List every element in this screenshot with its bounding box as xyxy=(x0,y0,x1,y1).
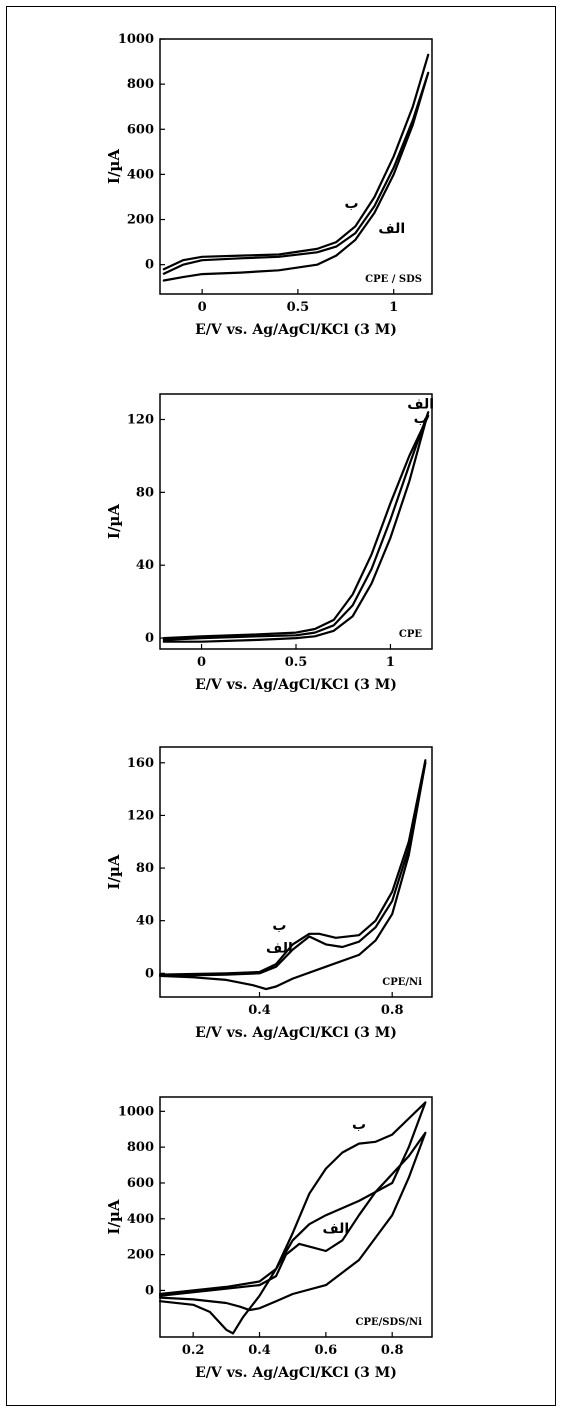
x-axis-label: E/V vs. Ag/AgCl/KCl (3 M) xyxy=(195,1025,397,1041)
y-tick-label: 0 xyxy=(145,1283,154,1298)
y-tick-label: 600 xyxy=(127,1176,154,1191)
x-tick-label: 0.6 xyxy=(315,1343,338,1358)
curve-annotation: الف xyxy=(266,940,293,956)
x-tick-label: 0 xyxy=(197,655,206,670)
y-tick-label: 1000 xyxy=(118,32,154,47)
y-tick-label: 200 xyxy=(127,213,154,228)
panel-label: CPE/Ni xyxy=(382,977,422,988)
y-tick-label: 80 xyxy=(136,861,154,876)
voltammogram-curve xyxy=(162,71,430,282)
x-tick-label: 1 xyxy=(386,655,395,670)
y-tick-label: 1000 xyxy=(118,1104,154,1119)
chart-panel-4: 0 200 400 600 800 1000 0.2 0.4 0.6 0.8 E/V vs. Ag/… xyxy=(105,1096,433,1381)
panel-label: CPE / SDS xyxy=(365,274,422,285)
y-tick-label: 40 xyxy=(136,914,154,929)
panel-label: CPE/SDS/Ni xyxy=(356,1317,423,1328)
plot-frame xyxy=(159,393,433,650)
plot-frame xyxy=(159,746,433,998)
y-tick-label: 600 xyxy=(127,122,154,137)
x-tick-label: 0.5 xyxy=(287,300,310,315)
x-axis-label: E/V vs. Ag/AgCl/KCl (3 M) xyxy=(195,322,397,338)
y-axis-label: I/µA xyxy=(105,504,123,539)
y-tick-label: 400 xyxy=(127,167,154,182)
chart-panel-2: 0 40 80 120 0 0.5 1 E/V vs. Ag/AgCl/KCl (3 M) I/… xyxy=(105,393,434,693)
curve-annotation: ب xyxy=(414,411,428,427)
x-tick-label: 0.8 xyxy=(381,1343,404,1358)
x-tick-label: 0 xyxy=(198,300,207,315)
y-tick-label: 200 xyxy=(127,1248,154,1263)
voltammogram-curve xyxy=(162,414,430,640)
y-tick-label: 40 xyxy=(136,558,154,573)
x-axis-label: E/V vs. Ag/AgCl/KCl (3 M) xyxy=(195,1365,397,1381)
curve-annotation: ب xyxy=(272,918,286,934)
curve-annotation: الف xyxy=(407,397,434,413)
curve-annotation: الف xyxy=(322,1221,349,1237)
x-tick-label: 0.8 xyxy=(381,1003,404,1018)
y-axis-label: I/µA xyxy=(105,854,123,889)
y-tick-label: 0 xyxy=(145,631,154,646)
x-tick-label: 0.4 xyxy=(248,1003,271,1018)
chart-panel-1: 0 200 400 600 800 1000 0 0.5 1 E/V vs. Ag/AgCl/KC… xyxy=(105,32,433,338)
y-tick-label: 0 xyxy=(145,966,154,981)
x-tick-label: 0.2 xyxy=(182,1343,205,1358)
y-axis-label: I/µA xyxy=(105,1199,123,1234)
panel-label: CPE xyxy=(399,629,422,640)
figure-frame: 0 200 400 600 800 1000 0 0.5 1 E/V vs. Ag/AgCl/KC… xyxy=(6,6,556,1406)
plot-frame xyxy=(159,38,433,295)
y-tick-label: 800 xyxy=(127,77,154,92)
y-tick-label: 0 xyxy=(145,258,154,273)
curve-annotation: الف xyxy=(378,221,405,237)
x-tick-label: 0.4 xyxy=(248,1343,271,1358)
y-tick-label: 160 xyxy=(127,756,154,771)
y-tick-label: 800 xyxy=(127,1140,154,1155)
voltammogram-curve xyxy=(158,1131,427,1312)
y-axis-label: I/µA xyxy=(105,149,123,184)
voltammogram-curve xyxy=(158,1101,427,1335)
voltammogram-curve xyxy=(162,53,430,271)
chart-panel-3: 0 40 80 120 160 0.4 0.8 E/V vs. Ag/AgCl/KCl (3 … xyxy=(105,746,433,1041)
y-tick-label: 80 xyxy=(136,485,154,500)
curve-annotation: ب xyxy=(352,1117,366,1133)
x-tick-label: 0.5 xyxy=(285,655,308,670)
plot-frame xyxy=(159,1096,433,1338)
curve-annotation: ب xyxy=(345,196,359,212)
voltammogram-curve xyxy=(158,759,427,976)
y-tick-label: 400 xyxy=(127,1212,154,1227)
y-tick-label: 120 xyxy=(127,413,154,428)
x-tick-label: 1 xyxy=(389,300,398,315)
y-tick-label: 120 xyxy=(127,808,154,823)
voltammogram-curve xyxy=(162,411,430,643)
x-axis-label: E/V vs. Ag/AgCl/KCl (3 M) xyxy=(195,677,397,693)
